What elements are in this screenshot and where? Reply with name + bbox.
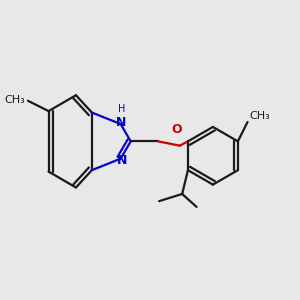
- Text: O: O: [172, 123, 182, 136]
- Text: N: N: [117, 154, 127, 166]
- Text: H: H: [118, 104, 126, 114]
- Text: CH₃: CH₃: [249, 111, 270, 121]
- Text: N: N: [116, 116, 126, 129]
- Text: CH₃: CH₃: [4, 95, 25, 105]
